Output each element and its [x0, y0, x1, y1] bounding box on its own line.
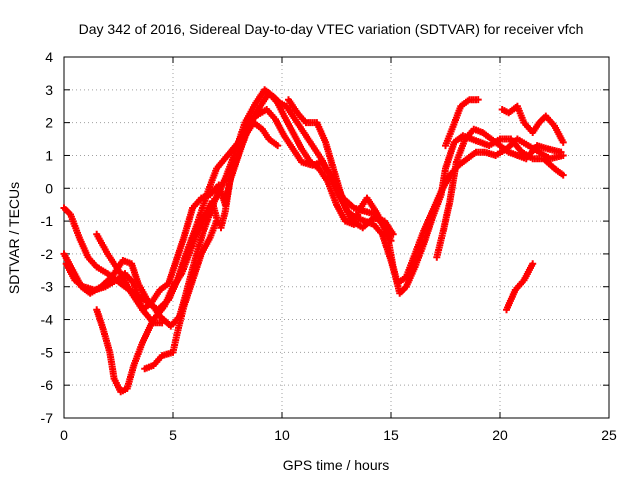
x-tick-label: 10 — [274, 427, 290, 443]
y-tick-label: -4 — [41, 312, 54, 328]
x-tick-label: 20 — [492, 427, 508, 443]
y-tick-label: -7 — [41, 410, 54, 426]
series-markers — [433, 125, 565, 261]
grid — [64, 57, 609, 418]
series-markers — [285, 96, 397, 238]
x-tick-label: 25 — [601, 427, 617, 443]
series-markers — [498, 102, 567, 146]
series-track-10 — [503, 260, 537, 314]
data-points — [60, 86, 567, 396]
plot-frame — [63, 56, 610, 419]
series-track-5 — [93, 230, 166, 327]
series-track-6 — [141, 217, 221, 373]
series-markers — [141, 217, 221, 373]
axis-ticks — [63, 56, 610, 419]
y-tick-label: 4 — [45, 49, 53, 65]
x-tick-label: 0 — [60, 427, 68, 443]
series-track-8 — [442, 96, 482, 150]
x-tick-label: 15 — [383, 427, 399, 443]
series-track-7 — [433, 125, 565, 261]
y-axis-label: SDTVAR / TECUs — [6, 182, 22, 294]
y-tick-label: -3 — [41, 279, 54, 295]
series-markers — [503, 260, 537, 314]
y-tick-label: 1 — [45, 147, 53, 163]
series-markers — [442, 96, 482, 150]
y-tick-label: -6 — [41, 377, 54, 393]
series-track-4 — [93, 119, 282, 396]
chart-title: Day 342 of 2016, Sidereal Day-to-day VTE… — [79, 21, 584, 37]
y-tick-label: -5 — [41, 344, 54, 360]
y-tick-labels: -7 -6 -5 -4 -3 -2 -1 0 1 2 3 4 — [41, 49, 54, 426]
series-markers — [93, 230, 166, 327]
series-markers — [93, 119, 282, 396]
y-tick-label: 2 — [45, 115, 53, 131]
series-track-11 — [285, 96, 397, 238]
x-axis-label: GPS time / hours — [283, 457, 390, 473]
y-tick-label: 3 — [45, 82, 53, 98]
y-tick-label: -1 — [41, 213, 54, 229]
x-tick-label: 5 — [169, 427, 177, 443]
y-tick-label: -2 — [41, 246, 54, 262]
x-tick-labels: 0 5 10 15 20 25 — [60, 427, 617, 443]
y-tick-label: 0 — [45, 180, 53, 196]
series-track-9 — [498, 102, 567, 146]
